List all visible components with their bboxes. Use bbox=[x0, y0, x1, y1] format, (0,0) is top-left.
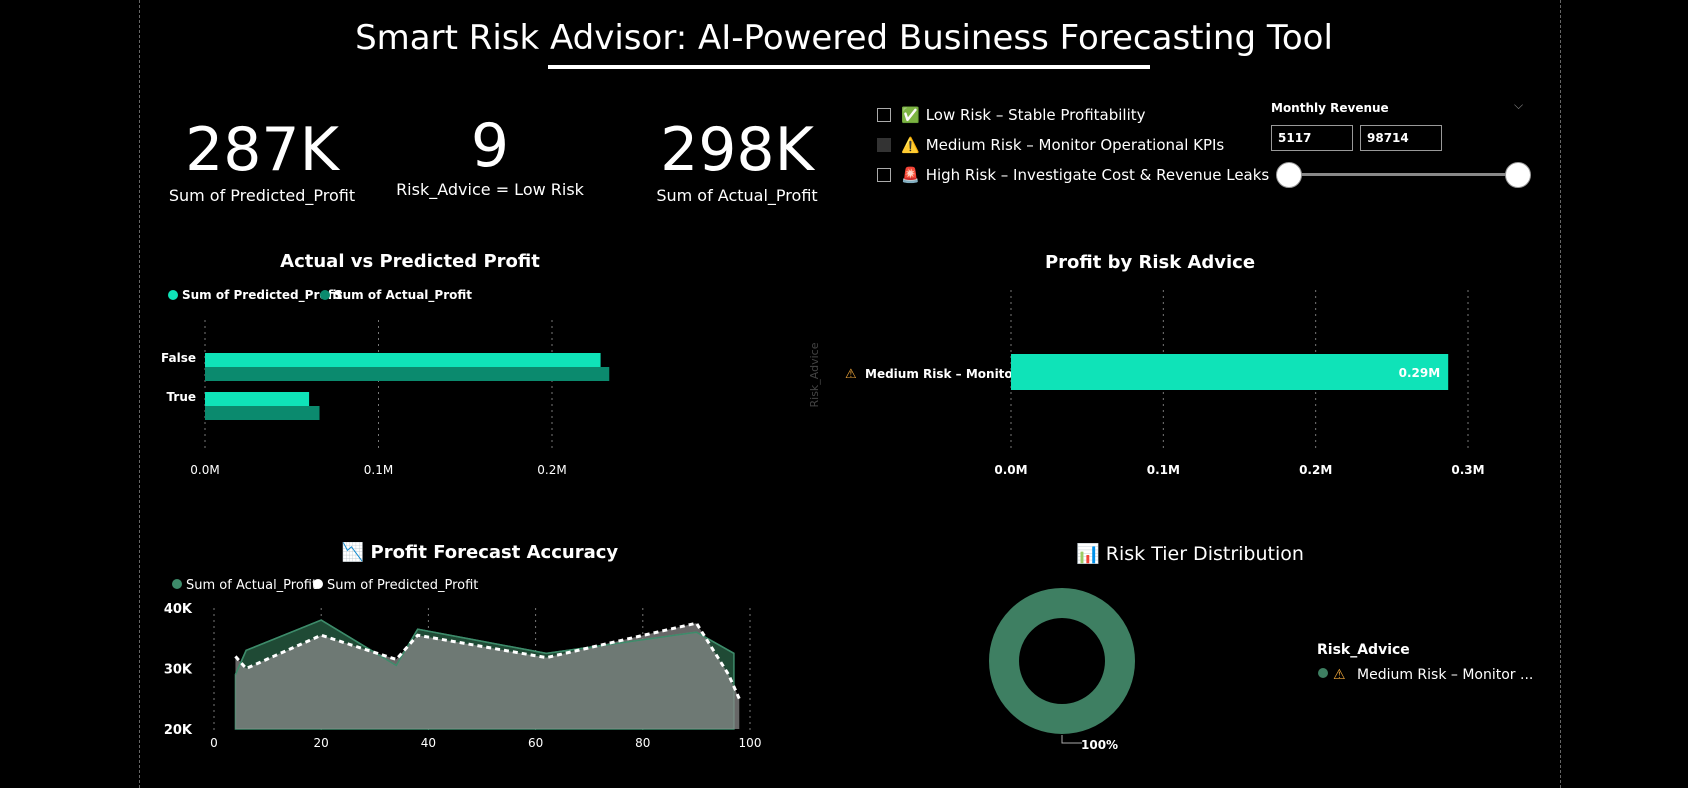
risk-filter-medium-label: Medium Risk – Monitor Operational KPIs bbox=[925, 136, 1225, 154]
kpi-predicted-profit-value: 287K bbox=[185, 115, 339, 185]
chart1-bar bbox=[205, 392, 310, 406]
chart4-leader-line bbox=[1061, 735, 1082, 744]
chart3-y-tick: 30K bbox=[164, 663, 193, 678]
chart2-x-tick: 0.1M bbox=[1147, 463, 1180, 477]
chart1-legend-label: Sum of Predicted_Profit bbox=[182, 288, 342, 303]
chart1-x-tick: 0.2M bbox=[537, 463, 566, 477]
checkbox-high-risk[interactable] bbox=[877, 168, 891, 182]
chart3-predicted-line bbox=[234, 621, 741, 700]
chart1-x-tick: 0.1M bbox=[364, 463, 393, 477]
chart3-legend-swatch bbox=[313, 579, 323, 589]
page-border-left bbox=[139, 0, 140, 788]
page-title: Smart Risk Advisor: AI-Powered Business … bbox=[355, 18, 1333, 58]
chart3-legend-swatch bbox=[172, 579, 182, 589]
risk-filter-medium[interactable]: ⚠️ Medium Risk – Monitor Operational KPI… bbox=[877, 136, 1224, 154]
chart2-svg: 0.0M 0.1M 0.2M 0.3M Risk_Advice ⚠ Medium Risk … bbox=[808, 290, 1485, 477]
chart3-predicted-area bbox=[235, 623, 740, 729]
chart4-data-label: 100% bbox=[1081, 738, 1118, 752]
slicer-min-handle[interactable] bbox=[1276, 162, 1302, 188]
chart3-x-tick: 40 bbox=[421, 736, 436, 750]
chart2-title: Profit by Risk Advice bbox=[1044, 252, 1256, 273]
chart4-svg: 100% Risk_Advice ⚠ Medium Risk – Monitor ..… bbox=[989, 588, 1533, 752]
warning-icon: ⚠ bbox=[1333, 667, 1346, 683]
slicer-max-input[interactable]: 98714 bbox=[1360, 125, 1442, 151]
chart4-legend-label: Medium Risk – Monitor ... bbox=[1357, 667, 1533, 683]
chart2-y-axis-label: Risk_Advice bbox=[808, 342, 821, 407]
slicer-title: Monthly Revenue bbox=[1271, 101, 1389, 115]
kpi-actual-profit-label: Sum of Actual_Profit bbox=[656, 186, 818, 205]
chart3-title-text: Profit Forecast Accuracy bbox=[370, 542, 619, 563]
chart1-legend-swatch bbox=[168, 290, 178, 300]
chart1-legend-label: Sum of Actual_Profit bbox=[334, 288, 472, 303]
chart1-bar bbox=[205, 406, 320, 420]
chart3-legend-label: Sum of Predicted_Profit bbox=[327, 578, 478, 593]
chart3-x-tick: 80 bbox=[635, 736, 650, 750]
title-underline bbox=[548, 65, 1150, 69]
chart2-data-label: 0.29M bbox=[1399, 366, 1441, 380]
chart4-legend-title: Risk_Advice bbox=[1317, 642, 1410, 658]
check-icon: ✅ bbox=[901, 106, 920, 124]
slicer-max-handle[interactable] bbox=[1505, 162, 1531, 188]
chart4-title: 📊 Risk Tier Distribution bbox=[1000, 542, 1380, 565]
kpi-low-risk-count-label: Risk_Advice = Low Risk bbox=[396, 180, 584, 199]
chart4-title-text: Risk Tier Distribution bbox=[1105, 543, 1304, 565]
chart3-svg: Sum of Actual_Profit Sum of Predicted_Pro… bbox=[164, 578, 762, 750]
siren-icon: 🚨 bbox=[901, 166, 920, 184]
chart3-legend-label: Sum of Actual_Profit bbox=[186, 578, 317, 593]
chart1-legend-swatch bbox=[320, 290, 330, 300]
chart1-title: Actual vs Predicted Profit bbox=[280, 251, 540, 272]
chart3-y-tick: 40K bbox=[164, 602, 193, 617]
bar-chart-icon: 📊 bbox=[1076, 543, 1100, 565]
chart2-x-tick: 0.2M bbox=[1299, 463, 1332, 477]
kpi-actual-profit-value: 298K bbox=[660, 115, 814, 185]
checkbox-low-risk[interactable] bbox=[877, 108, 891, 122]
chart2-x-tick: 0.0M bbox=[994, 463, 1027, 477]
checkbox-medium-risk[interactable] bbox=[877, 138, 891, 152]
slicer-track bbox=[1289, 173, 1518, 176]
risk-filter-high-label: High Risk – Investigate Cost & Revenue L… bbox=[925, 166, 1270, 184]
chart3-x-tick: 20 bbox=[314, 736, 329, 750]
risk-filter-low[interactable]: ✅ Low Risk – Stable Profitability bbox=[877, 106, 1146, 124]
chart3-x-tick: 60 bbox=[528, 736, 543, 750]
chart1-category-label: False bbox=[161, 351, 196, 365]
chart3-x-tick: 100 bbox=[739, 736, 762, 750]
slicer-min-input[interactable]: 5117 bbox=[1271, 125, 1353, 151]
chart-down-icon: 📉 bbox=[341, 542, 365, 563]
risk-filter-high[interactable]: 🚨 High Risk – Investigate Cost & Revenue… bbox=[877, 166, 1269, 184]
chevron-down-icon[interactable]: ⌵ bbox=[1514, 98, 1524, 112]
chart4-legend-swatch bbox=[1318, 668, 1328, 678]
chart2-x-tick: 0.3M bbox=[1451, 463, 1484, 477]
kpi-predicted-profit-label: Sum of Predicted_Profit bbox=[168, 186, 356, 205]
kpi-low-risk-count-value: 9 bbox=[470, 111, 510, 181]
chart1-bar bbox=[205, 367, 610, 381]
chart1-bar bbox=[205, 353, 601, 367]
chart4-donut-slice bbox=[989, 588, 1135, 734]
risk-filter-low-label: Low Risk – Stable Profitability bbox=[925, 106, 1146, 124]
chart2-bar bbox=[1011, 354, 1449, 390]
chart3-title: 📉 Profit Forecast Accuracy bbox=[300, 542, 660, 563]
warning-icon: ⚠ bbox=[845, 367, 857, 382]
chart3-y-tick: 20K bbox=[164, 723, 193, 738]
chart2-category-label: Medium Risk – Monito... bbox=[865, 367, 1026, 381]
chart1-category-label: True bbox=[167, 390, 196, 404]
chart3-x-tick: 0 bbox=[210, 736, 218, 750]
chart1-x-tick: 0.0M bbox=[190, 463, 219, 477]
page-border-right bbox=[1560, 0, 1561, 788]
warning-icon: ⚠️ bbox=[901, 136, 920, 154]
